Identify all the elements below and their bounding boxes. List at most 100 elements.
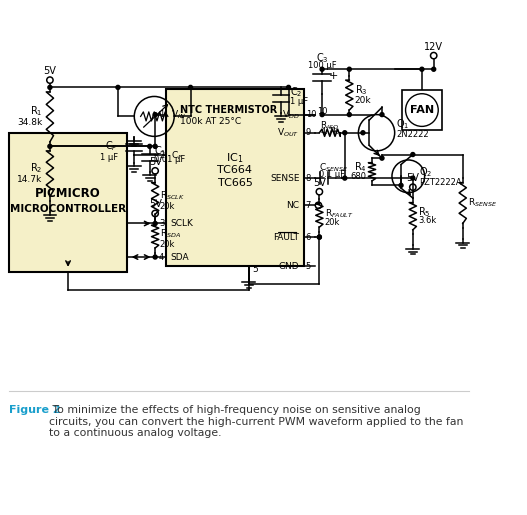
Circle shape: [153, 113, 157, 116]
Circle shape: [343, 176, 347, 180]
Text: C$_F$: C$_F$: [105, 140, 118, 153]
Text: PICMICRO: PICMICRO: [35, 186, 101, 200]
Text: R$_5$: R$_5$: [418, 205, 431, 218]
Text: TC664: TC664: [218, 165, 252, 176]
Text: 20k: 20k: [325, 218, 340, 227]
Text: C$_F$: C$_F$: [171, 149, 183, 162]
Circle shape: [153, 255, 157, 259]
Text: V$_{DD}$: V$_{DD}$: [282, 108, 299, 121]
Text: 7: 7: [306, 201, 311, 210]
Text: 5V: 5V: [149, 157, 162, 167]
Text: C$_{SENSE}$: C$_{SENSE}$: [319, 162, 348, 175]
Text: FAULT: FAULT: [274, 233, 299, 242]
Circle shape: [361, 131, 365, 135]
Text: R$_{SDA}$: R$_{SDA}$: [160, 227, 181, 239]
Circle shape: [116, 85, 120, 90]
Text: 5V: 5V: [149, 199, 162, 210]
Text: 10: 10: [318, 107, 328, 116]
Text: V$_{OUT}$: V$_{OUT}$: [277, 127, 299, 139]
Text: 12V: 12V: [424, 42, 443, 52]
Text: MICROCONTROLLER: MICROCONTROLLER: [10, 204, 126, 214]
Text: SENSE: SENSE: [270, 174, 299, 183]
Circle shape: [153, 144, 157, 148]
Text: NC: NC: [286, 201, 299, 210]
Text: 20k: 20k: [355, 96, 372, 105]
Circle shape: [380, 113, 384, 116]
Text: PZT2222A: PZT2222A: [419, 178, 462, 187]
Circle shape: [343, 131, 347, 135]
Circle shape: [48, 85, 52, 90]
Text: IC$_1$: IC$_1$: [226, 151, 243, 165]
Circle shape: [411, 176, 415, 180]
Text: Q$_1$: Q$_1$: [396, 117, 410, 131]
Text: 8: 8: [306, 174, 311, 183]
Circle shape: [347, 67, 352, 71]
Circle shape: [317, 235, 321, 239]
Text: R$_4$: R$_4$: [354, 160, 367, 174]
Circle shape: [189, 85, 192, 90]
Text: 4: 4: [159, 252, 164, 262]
Text: 5: 5: [252, 265, 258, 274]
Text: R$_{FAULT}$: R$_{FAULT}$: [325, 207, 354, 220]
Text: 14.7k: 14.7k: [17, 175, 43, 183]
Text: R$_{SCLK}$: R$_{SCLK}$: [160, 189, 184, 201]
Text: R$_2$: R$_2$: [30, 161, 43, 175]
Text: 0.1 μF: 0.1 μF: [319, 170, 345, 179]
Text: 3.6k: 3.6k: [418, 216, 436, 225]
Text: 5V: 5V: [406, 173, 419, 183]
Circle shape: [153, 221, 157, 226]
Circle shape: [48, 144, 52, 148]
Text: C$_2$: C$_2$: [290, 85, 303, 99]
Text: 100k AT 25°C: 100k AT 25°C: [180, 117, 241, 126]
Text: 5V: 5V: [43, 66, 56, 76]
Text: 1 μF: 1 μF: [100, 153, 118, 162]
Text: 9: 9: [306, 128, 311, 137]
Text: R$_1$: R$_1$: [30, 105, 43, 118]
Circle shape: [320, 113, 324, 116]
Text: SDA: SDA: [171, 252, 189, 262]
Text: C$_1$: C$_1$: [154, 144, 167, 158]
Text: C$_3$: C$_3$: [316, 52, 328, 65]
Circle shape: [411, 152, 415, 157]
Text: 20k: 20k: [160, 240, 175, 249]
Text: R$_3$: R$_3$: [355, 83, 367, 96]
FancyBboxPatch shape: [166, 89, 304, 266]
Text: 20k: 20k: [160, 202, 175, 211]
Text: 1: 1: [159, 110, 164, 119]
Text: V$_{IN}$: V$_{IN}$: [171, 108, 186, 121]
Text: 680: 680: [350, 172, 367, 181]
Text: R$_{SENSE}$: R$_{SENSE}$: [468, 197, 497, 209]
Circle shape: [399, 183, 403, 187]
Circle shape: [148, 144, 152, 148]
Text: GND: GND: [279, 262, 299, 270]
Text: +: +: [328, 71, 338, 80]
Text: 10: 10: [306, 110, 316, 119]
Text: SCLK: SCLK: [171, 219, 193, 228]
FancyBboxPatch shape: [402, 90, 442, 130]
Text: Q$_2$: Q$_2$: [419, 165, 433, 179]
Text: Figure 2: Figure 2: [9, 405, 61, 415]
Text: 100 μF: 100 μF: [308, 61, 336, 70]
Circle shape: [287, 85, 290, 90]
Text: 2: 2: [159, 151, 164, 160]
Text: 4.7k: 4.7k: [321, 127, 339, 136]
Text: R$_{ISO}$: R$_{ISO}$: [320, 119, 339, 132]
Text: 34.8k: 34.8k: [17, 118, 43, 127]
Text: TC665: TC665: [218, 178, 252, 188]
Text: To minimize the effects of high-frequency noise on sensitive analog
circuits, yo: To minimize the effects of high-frequenc…: [49, 405, 463, 438]
Circle shape: [432, 67, 436, 71]
Text: FAN: FAN: [410, 105, 434, 115]
Circle shape: [347, 113, 352, 116]
Text: 2N2222: 2N2222: [396, 130, 429, 139]
Text: 0.01 μF: 0.01 μF: [154, 156, 186, 164]
Circle shape: [317, 235, 321, 239]
Text: 3: 3: [159, 219, 164, 228]
Circle shape: [320, 67, 324, 71]
Circle shape: [420, 67, 424, 71]
Text: NTC THERMISTOR: NTC THERMISTOR: [180, 105, 277, 115]
Text: 1 μF: 1 μF: [290, 97, 308, 107]
Circle shape: [380, 156, 384, 160]
FancyBboxPatch shape: [9, 133, 127, 271]
Text: 6: 6: [306, 233, 311, 242]
Text: 5V: 5V: [313, 178, 326, 187]
